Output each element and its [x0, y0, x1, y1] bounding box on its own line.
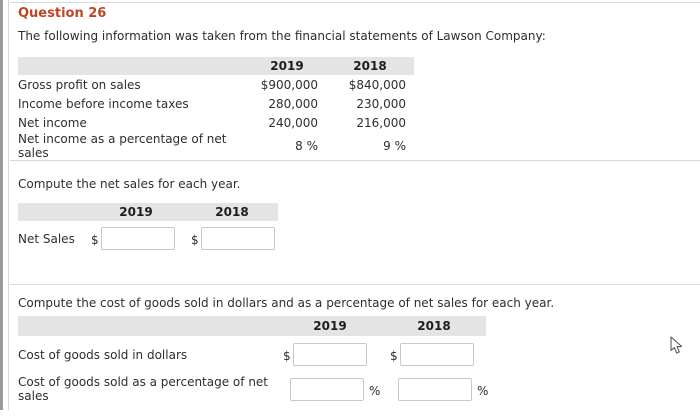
header-year-2018: 2018 [417, 319, 451, 333]
header-year-2019: 2019 [313, 319, 347, 333]
question-title: Question 26 [18, 6, 107, 21]
cogs-dollars-2019-input[interactable] [292, 343, 367, 366]
header-year-2018: 2018 [353, 59, 387, 73]
net-sales-table-header: 2019 2018 [18, 203, 278, 221]
cogs-prompt: Compute the cost of goods sold in dollar… [18, 296, 555, 310]
value-2019: 240,000 [268, 115, 318, 130]
row-label: Net income [18, 115, 87, 130]
question-intro: The following information was taken from… [18, 29, 546, 43]
net-sales-table: 2019 2018 Net Sales $ $ [18, 203, 278, 250]
value-2018: 230,000 [356, 96, 406, 111]
cogs-percent-label: Cost of goods sold as a percentage of ne… [18, 375, 269, 403]
cogs-dollars-2018-cell: $ [382, 343, 486, 366]
cogs-percent-2018-input[interactable] [398, 377, 472, 401]
cogs-table: 2019 2018 Cost of goods sold in dollars … [18, 316, 489, 403]
percent-sign: % [477, 383, 489, 398]
mouse-cursor-icon [670, 336, 683, 354]
cogs-dollars-label: Cost of goods sold in dollars [18, 347, 188, 362]
table-row: Net income 240,000 216,000 [18, 113, 414, 132]
net-sales-2018-input[interactable] [200, 227, 275, 250]
left-frame-line [8, 0, 9, 410]
dollar-sign: $ [91, 233, 99, 247]
net-sales-prompt: Compute the net sales for each year. [18, 177, 241, 191]
value-2019: 8 % [295, 139, 318, 153]
cogs-percent-2019-input[interactable] [290, 377, 364, 401]
header-year-2019: 2019 [119, 205, 153, 219]
cogs-percent-2018-cell: % [382, 377, 489, 401]
dollar-sign: $ [283, 349, 291, 363]
value-2018: 9 % [383, 139, 406, 153]
net-sales-2019-cell: $ [86, 227, 186, 250]
cogs-dollars-2019-cell: $ [278, 343, 382, 366]
header-year-2018: 2018 [215, 205, 249, 219]
value-2018: 216,000 [356, 115, 406, 130]
value-2019: $900,000 [260, 77, 318, 92]
net-sales-2018-cell: $ [186, 227, 278, 250]
dollar-sign: $ [191, 233, 199, 247]
section-divider [10, 284, 700, 285]
financials-table-header: 2019 2018 [18, 57, 414, 75]
header-year-2019: 2019 [270, 59, 304, 73]
cogs-percent-row: Cost of goods sold as a percentage of ne… [18, 375, 489, 403]
cogs-percent-2019-cell: % [278, 377, 382, 401]
value-2019: 280,000 [268, 96, 318, 111]
row-label: Income before income taxes [18, 96, 189, 111]
dollar-sign: $ [390, 349, 398, 363]
financials-table: 2019 2018 Gross profit on sales $900,000… [18, 57, 414, 160]
row-label: Net income as a percentage of net sales [18, 132, 227, 160]
cogs-dollars-row: Cost of goods sold in dollars $ $ [18, 343, 486, 366]
percent-sign: % [369, 383, 381, 398]
net-sales-row: Net Sales $ $ [18, 227, 278, 250]
table-row: Income before income taxes 280,000 230,0… [18, 94, 414, 113]
table-row: Net income as a percentage of net sales … [18, 132, 414, 160]
top-frame-line [10, 2, 700, 3]
value-2018: $840,000 [348, 77, 406, 92]
section-divider [10, 160, 700, 161]
net-sales-2019-input[interactable] [100, 227, 175, 250]
left-frame-border [0, 0, 3, 410]
net-sales-label: Net Sales [18, 231, 75, 246]
cogs-dollars-2018-input[interactable] [399, 343, 474, 366]
row-label: Gross profit on sales [18, 77, 141, 92]
table-row: Gross profit on sales $900,000 $840,000 [18, 75, 414, 94]
cogs-table-header: 2019 2018 [18, 316, 486, 336]
